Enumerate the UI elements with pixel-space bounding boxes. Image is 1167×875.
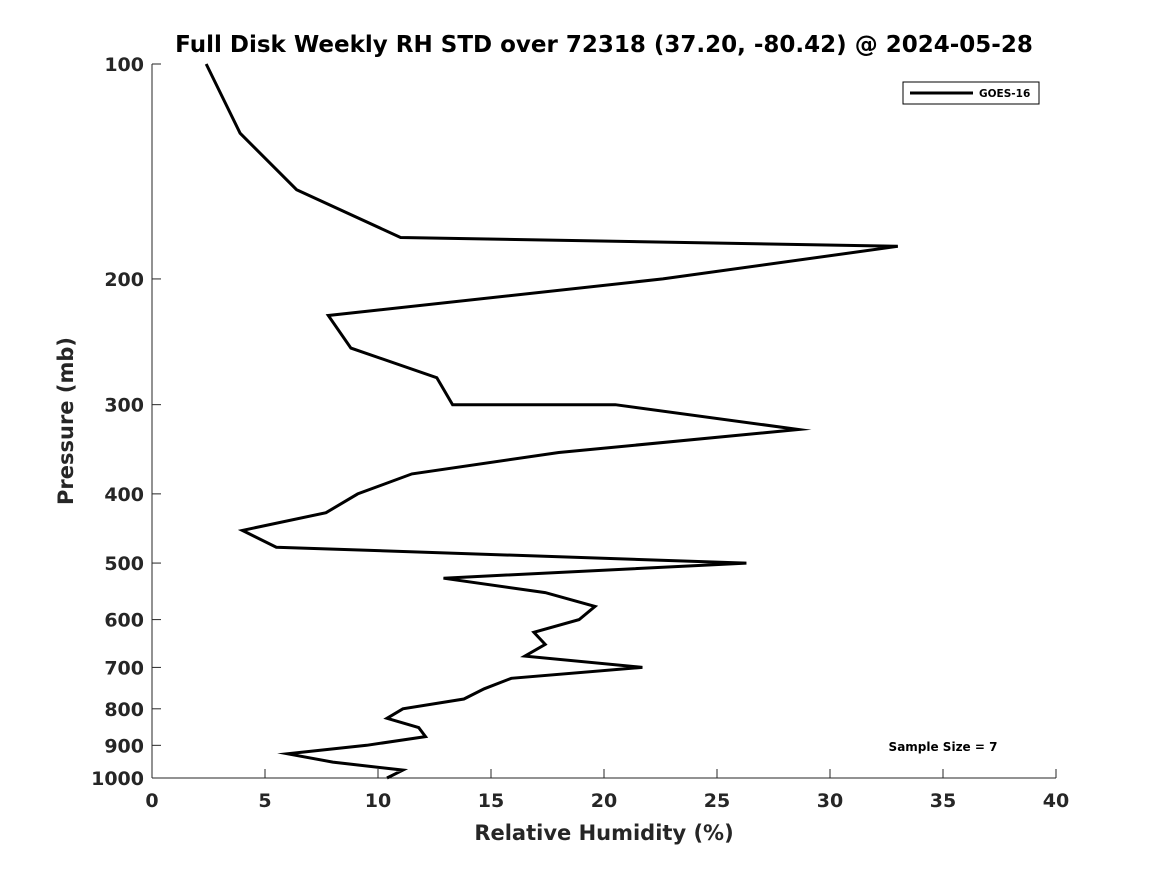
- x-tick-label: 30: [817, 790, 843, 812]
- y-tick-label: 100: [104, 54, 144, 76]
- y-axis-label: Pressure (mb): [54, 337, 78, 505]
- x-axis-ticks: 0 5 10 15 20 25 30 35 40: [145, 769, 1069, 812]
- x-tick-label: 10: [365, 790, 391, 812]
- x-tick-label: 15: [478, 790, 504, 812]
- y-tick-label: 500: [104, 553, 144, 575]
- x-tick-label: 0: [145, 790, 158, 812]
- sample-size-annotation: Sample Size = 7: [889, 740, 998, 754]
- y-tick-label: 200: [104, 269, 144, 291]
- x-tick-label: 40: [1043, 790, 1069, 812]
- chart-title: Full Disk Weekly RH STD over 72318 (37.2…: [175, 32, 1033, 58]
- x-tick-label: 25: [704, 790, 730, 812]
- y-tick-label: 800: [104, 699, 144, 721]
- legend-label-goes-16: GOES-16: [979, 88, 1030, 100]
- x-tick-label: 5: [258, 790, 271, 812]
- y-tick-label: 1000: [91, 768, 144, 790]
- y-axis-ticks: 100 200 300 400 500 600 700 800 900 1000: [91, 54, 161, 790]
- legend: GOES-16: [902, 81, 1040, 105]
- series-line-goes-16: [204, 63, 899, 780]
- y-tick-label: 600: [104, 610, 144, 632]
- series-layer: [204, 63, 899, 780]
- y-tick-label: 900: [104, 735, 144, 757]
- y-tick-label: 700: [104, 657, 144, 679]
- y-tick-label: 300: [104, 395, 144, 417]
- plot-area: 0 5 10 15 20 25 30 35 40 100 200 300 400 500 600 700 80…: [91, 54, 1069, 812]
- y-tick-label: 400: [104, 484, 144, 506]
- x-tick-label: 35: [930, 790, 956, 812]
- x-axis-label: Relative Humidity (%): [474, 821, 733, 845]
- x-tick-label: 20: [591, 790, 617, 812]
